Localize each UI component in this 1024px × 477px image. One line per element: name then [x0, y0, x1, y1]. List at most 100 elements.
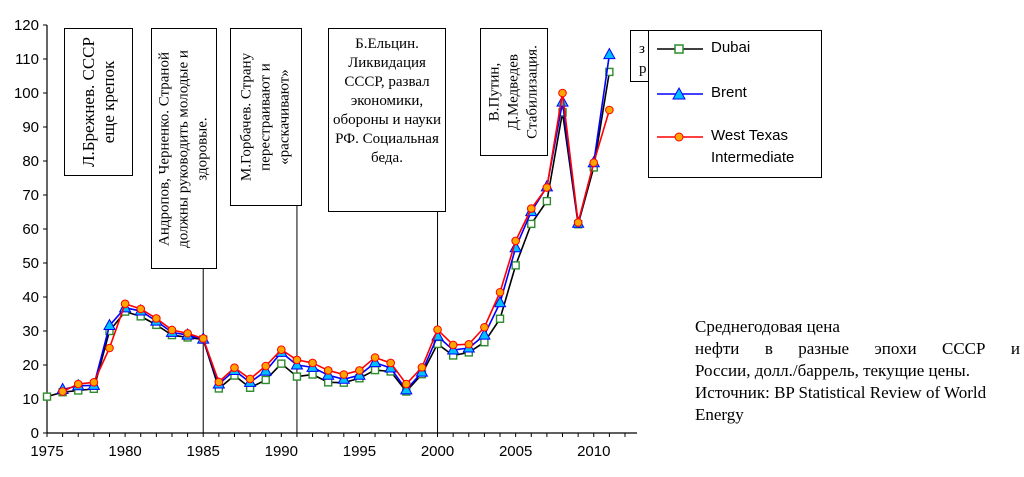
annotation-andropov-text: Андропов, Черненко. Страной должны руков… [156, 49, 211, 248]
data-point [558, 88, 567, 98]
x-tick-label: 2000 [421, 443, 454, 460]
data-point [323, 366, 333, 375]
y-tick-label: 20 [22, 357, 39, 374]
data-point [339, 370, 349, 379]
caption-line-3: России, долл./баррель, текущие цены. Ист… [695, 361, 987, 424]
y-tick-label: 80 [22, 153, 39, 170]
legend-item-wti: West Texas Intermediate [649, 125, 823, 173]
data-point [603, 47, 616, 60]
annotation-yeltsin: Б.Ельцин. Ликвидация СССР, развал эконом… [328, 28, 446, 212]
data-point [261, 375, 270, 385]
legend-swatch-brent [657, 86, 703, 100]
annotation-yeltsin-text: Б.Ельцин. Ликвидация СССР, развал эконом… [332, 36, 441, 166]
data-point [527, 219, 536, 229]
data-point [292, 372, 302, 381]
legend-label-brent: Brent [711, 84, 747, 101]
data-point [464, 339, 474, 349]
data-point [556, 95, 569, 107]
data-point [511, 261, 520, 270]
data-point [370, 353, 380, 362]
data-point [605, 105, 614, 115]
y-tick-label: 70 [22, 187, 39, 204]
annotation-putin: В.Путин, Д.Медведев Стабилизация. [480, 28, 548, 156]
data-point [605, 67, 614, 77]
y-tick-label: 60 [22, 221, 39, 238]
data-point [214, 377, 224, 387]
data-point [573, 218, 583, 227]
data-point [167, 325, 177, 335]
data-point [542, 183, 552, 192]
data-point [308, 358, 317, 368]
caption-line-1: Среднегодовая цена [695, 317, 840, 336]
annotation-brezhnev: Л.Брежнев. СССР еще крепок [64, 28, 133, 176]
data-point [323, 378, 333, 387]
annotation-andropov: Андропов, Черненко. Страной должны руков… [151, 28, 217, 269]
x-tick-label: 2005 [499, 443, 532, 460]
y-tick-label: 50 [22, 255, 39, 272]
data-point [152, 314, 161, 323]
series-lines [42, 47, 616, 401]
x-tick-label: 1990 [265, 443, 298, 460]
data-point [103, 318, 116, 331]
data-point [495, 287, 505, 297]
data-point [230, 363, 239, 373]
data-point [417, 363, 427, 372]
data-point [478, 328, 491, 340]
legend-label-dubai: Dubai [711, 39, 751, 56]
data-point [261, 361, 271, 371]
data-point [105, 343, 114, 353]
x-tick-label: 1985 [187, 443, 220, 460]
data-point [136, 304, 146, 314]
axes: 0 10 20 30 40 50 60 70 80 90 100 110 120 1975 1980 1985… [14, 17, 637, 460]
data-point [433, 325, 442, 334]
legend-item-brent: Brent [649, 82, 823, 106]
y-tick-label: 100 [14, 85, 39, 102]
legend-label-wti: West Texas Intermediate [711, 127, 795, 166]
data-point [308, 370, 317, 379]
data-point [480, 338, 489, 347]
data-point [401, 379, 411, 389]
data-point [120, 299, 130, 309]
y-tick-label: 0 [31, 425, 39, 442]
data-point [89, 378, 99, 387]
annotation-brezhnev-text: Л.Брежнев. СССР еще крепок [78, 37, 118, 167]
data-point [245, 374, 255, 384]
data-point [370, 365, 380, 375]
data-point [277, 345, 286, 355]
data-point [386, 358, 395, 368]
data-point [355, 366, 364, 375]
legend-item-dubai: Dubai [649, 37, 823, 61]
data-point [448, 340, 458, 350]
data-point [480, 322, 489, 332]
legend: Dubai Brent West Texas Intermediate [648, 30, 822, 178]
chart-caption: Среднегодовая цена нефти в разные эпохи … [695, 316, 1020, 426]
y-tick-label: 40 [22, 289, 39, 306]
data-point [589, 158, 599, 167]
caption-line-2: нефти в разные эпохи СССР и [695, 339, 1020, 358]
data-point [277, 359, 286, 368]
data-point [73, 379, 83, 389]
y-tick-label: 120 [14, 17, 39, 34]
data-point [58, 387, 67, 396]
x-tick-label: 1980 [108, 443, 141, 460]
series-west-texas-intermediate [58, 88, 614, 396]
annotation-partial-text: з р [639, 41, 647, 77]
annotation-gorbachev-text: М.Горбачев. Страну перестраивают и «раск… [238, 52, 293, 182]
annotation-putin-text: В.Путин, Д.Медведев Стабилизация. [486, 45, 541, 139]
x-tick-label: 1975 [30, 443, 63, 460]
y-tick-label: 10 [22, 391, 39, 408]
legend-swatch-wti [657, 132, 703, 142]
y-tick-label: 90 [22, 119, 39, 136]
data-point [292, 355, 302, 365]
data-point [198, 334, 208, 343]
y-tick-label: 110 [15, 51, 39, 68]
data-point [493, 295, 507, 308]
annotation-gorbachev: М.Горбачев. Страну перестраивают и «раск… [230, 28, 302, 206]
data-point [511, 236, 520, 246]
data-point [42, 392, 52, 401]
data-point [526, 204, 536, 213]
data-point [542, 196, 552, 206]
data-point [495, 314, 505, 323]
data-point [183, 329, 192, 338]
